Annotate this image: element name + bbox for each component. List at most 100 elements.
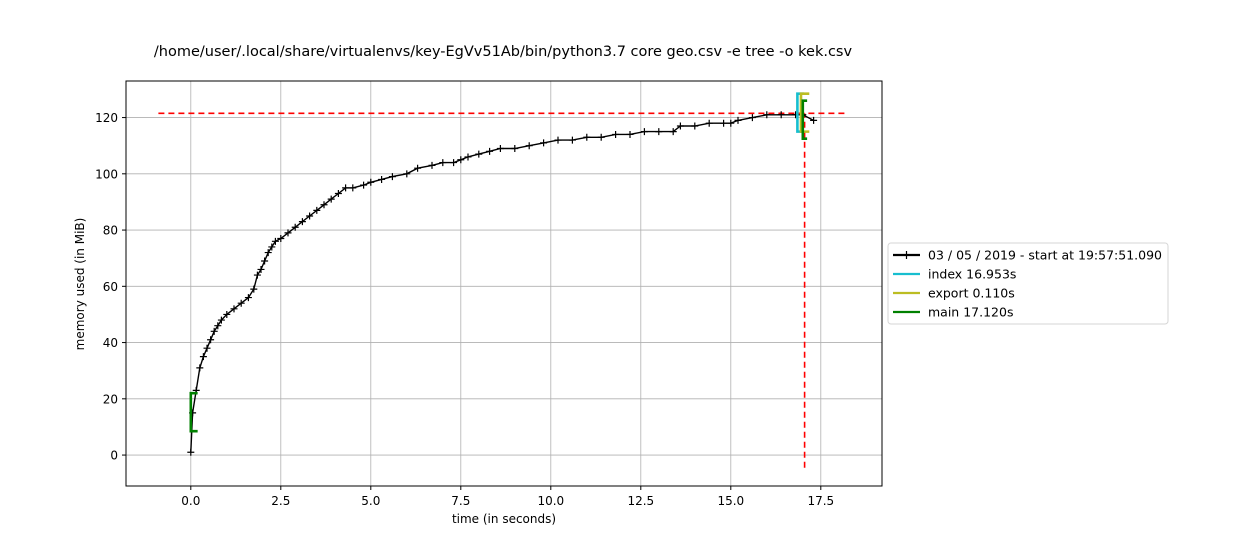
data-point bbox=[669, 128, 677, 136]
data-point bbox=[450, 159, 458, 167]
data-point bbox=[525, 142, 533, 150]
data-point bbox=[250, 285, 258, 293]
data-point bbox=[313, 206, 321, 214]
x-tick-label: 12.5 bbox=[627, 494, 654, 508]
data-point bbox=[403, 170, 411, 178]
legend-marker bbox=[902, 251, 911, 259]
data-point bbox=[342, 184, 350, 192]
data-point bbox=[496, 145, 504, 152]
memory-series-line bbox=[190, 114, 814, 453]
bracket-markers bbox=[189, 92, 810, 433]
y-axis-label: memory used (in MiB) bbox=[73, 218, 87, 351]
legend-label: export 0.110s bbox=[928, 286, 1015, 301]
y-axis-ticks: 0 20 40 60 80 100 120 bbox=[95, 111, 126, 463]
data-point bbox=[327, 195, 335, 203]
x-axis-label: time (in seconds) bbox=[452, 512, 556, 526]
data-point bbox=[748, 114, 756, 122]
data-point bbox=[720, 119, 728, 127]
y-tick-label: 120 bbox=[95, 111, 118, 125]
data-point bbox=[554, 136, 562, 144]
legend-box bbox=[887, 242, 1169, 325]
data-point bbox=[640, 128, 648, 136]
data-point bbox=[298, 218, 306, 226]
y-tick-label: 100 bbox=[95, 167, 118, 181]
y-tick-label: 60 bbox=[103, 280, 118, 294]
data-point bbox=[210, 327, 218, 335]
y-tick-label: 80 bbox=[103, 224, 118, 238]
data-point bbox=[349, 184, 357, 192]
data-point bbox=[626, 130, 634, 138]
data-point bbox=[428, 161, 436, 169]
data-point bbox=[217, 316, 225, 324]
grid-lines bbox=[126, 81, 882, 486]
x-tick-label: 10.0 bbox=[537, 494, 564, 508]
x-axis-ticks: 0.0 2.5 5.0 7.5 10.0 12.5 15.0 17.5 bbox=[181, 486, 834, 508]
data-point bbox=[388, 173, 396, 181]
data-point bbox=[540, 139, 548, 147]
y-tick-label: 20 bbox=[103, 392, 118, 406]
legend-label: main 17.120s bbox=[928, 305, 1013, 320]
data-point bbox=[271, 237, 279, 245]
legend-label: 03 / 05 / 2019 - start at 19:57:51.090 bbox=[928, 248, 1162, 263]
data-point bbox=[203, 344, 211, 352]
y-tick-label: 0 bbox=[110, 449, 118, 463]
data-point bbox=[763, 111, 771, 119]
x-tick-label: 2.5 bbox=[271, 494, 290, 508]
data-point bbox=[439, 159, 447, 167]
x-tick-label: 17.5 bbox=[807, 494, 834, 508]
data-point bbox=[284, 229, 292, 237]
data-point bbox=[320, 201, 328, 209]
data-point bbox=[334, 190, 342, 197]
data-point bbox=[253, 271, 261, 279]
function-bracket bbox=[189, 391, 198, 433]
data-point bbox=[583, 133, 591, 141]
data-point bbox=[367, 178, 375, 186]
data-point bbox=[734, 116, 742, 124]
data-point bbox=[360, 181, 368, 189]
data-point bbox=[475, 150, 483, 158]
legend: 03 / 05 / 2019 - start at 19:57:51.090 in… bbox=[887, 242, 1169, 325]
y-tick-label: 40 bbox=[103, 336, 118, 350]
x-tick-label: 15.0 bbox=[717, 494, 744, 508]
plot-frame bbox=[125, 80, 883, 487]
data-point bbox=[568, 136, 576, 144]
data-point bbox=[676, 122, 684, 130]
data-point bbox=[199, 353, 207, 361]
data-point bbox=[457, 156, 465, 164]
x-tick-label: 7.5 bbox=[451, 494, 470, 508]
x-tick-label: 0.0 bbox=[181, 494, 200, 508]
function-bracket bbox=[801, 99, 808, 140]
reference-lines bbox=[158, 112, 846, 468]
data-point bbox=[378, 175, 386, 183]
data-point bbox=[655, 128, 663, 136]
chart-title: /home/user/.local/share/virtualenvs/key-… bbox=[154, 44, 853, 60]
data-point bbox=[414, 164, 422, 172]
data-point bbox=[810, 116, 818, 124]
data-point bbox=[777, 111, 785, 119]
data-point bbox=[705, 119, 713, 127]
data-point bbox=[264, 249, 272, 257]
data-point bbox=[612, 130, 620, 138]
data-point bbox=[291, 223, 299, 231]
data-point bbox=[306, 212, 314, 220]
data-point bbox=[511, 145, 519, 152]
data-point bbox=[277, 235, 285, 242]
series-layer bbox=[187, 111, 818, 456]
data-point bbox=[237, 299, 245, 307]
data-point bbox=[230, 305, 238, 313]
legend-label: index 16.953s bbox=[928, 267, 1016, 282]
data-point bbox=[187, 448, 195, 456]
data-point bbox=[597, 133, 605, 141]
data-point bbox=[691, 122, 699, 130]
data-point bbox=[727, 119, 735, 127]
data-point bbox=[244, 294, 252, 302]
data-point bbox=[196, 364, 204, 372]
data-point bbox=[486, 147, 494, 155]
data-point bbox=[257, 265, 265, 273]
data-point bbox=[464, 153, 472, 161]
x-tick-label: 5.0 bbox=[361, 494, 380, 508]
data-point bbox=[261, 257, 269, 265]
data-point bbox=[214, 322, 222, 330]
data-point bbox=[268, 243, 276, 251]
